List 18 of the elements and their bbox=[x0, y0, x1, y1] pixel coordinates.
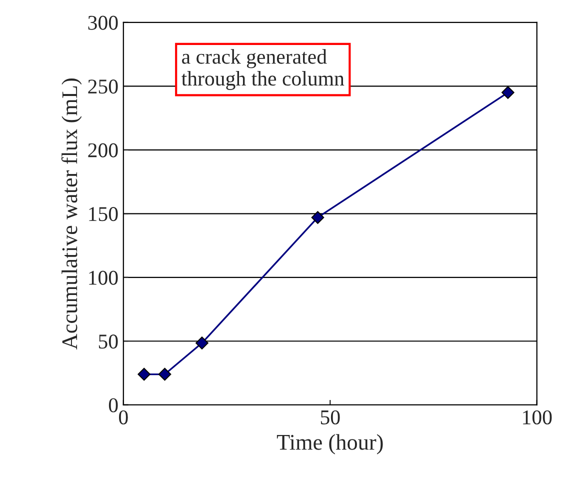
point bbox=[311, 211, 324, 224]
y-tick-label: 0 bbox=[108, 398, 118, 412]
y-tick-label: 200 bbox=[88, 143, 118, 158]
y-tick-label: 100 bbox=[89, 270, 118, 285]
point bbox=[138, 368, 151, 381]
annotation: a crack generated through the column bbox=[182, 49, 344, 90]
y-tick-label: 300 bbox=[88, 16, 118, 30]
x-tick-label: 50 bbox=[320, 410, 340, 424]
y-tick-label: 250 bbox=[88, 80, 118, 94]
y-axis-title: Accumulative water flux (mL) bbox=[61, 78, 82, 350]
y-tick-label: 50 bbox=[98, 334, 118, 349]
point bbox=[196, 336, 208, 350]
x-tick-label: 0 bbox=[119, 410, 128, 424]
point bbox=[158, 368, 172, 381]
x-tick-label: 100 bbox=[523, 410, 552, 424]
x-axis-title: Time (hour) bbox=[276, 434, 383, 454]
y-tick-label: 150 bbox=[89, 207, 118, 222]
point bbox=[502, 86, 514, 99]
